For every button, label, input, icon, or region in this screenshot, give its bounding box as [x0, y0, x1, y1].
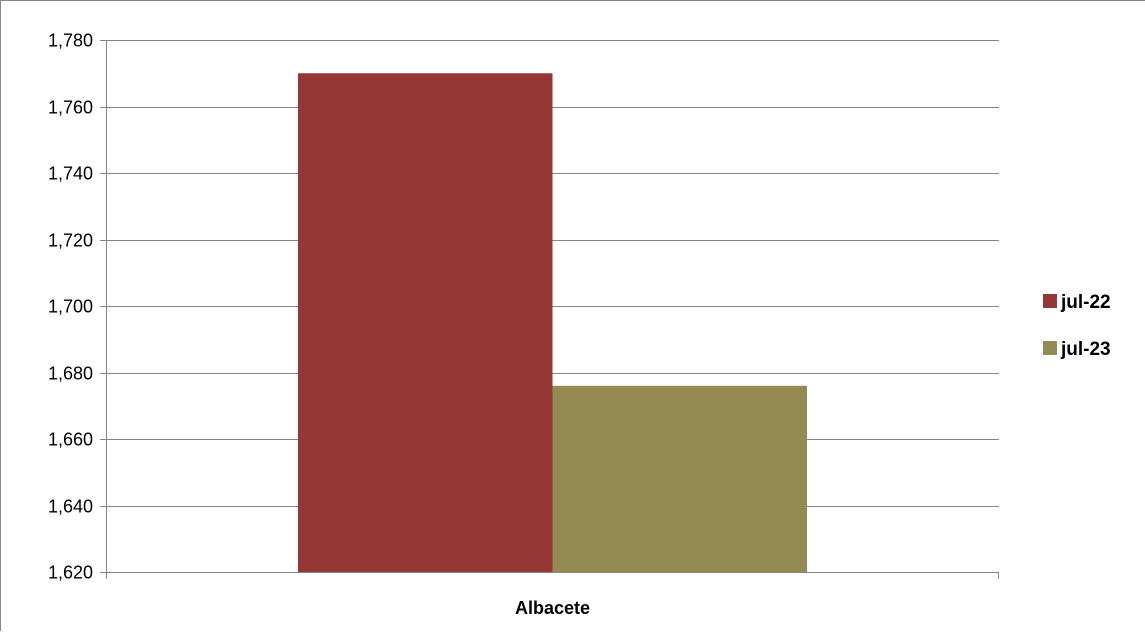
- legend-label-jul-23: jul-23: [1060, 339, 1111, 360]
- legend-label-jul-22: jul-22: [1060, 292, 1111, 313]
- y-tick-label: 1,620: [48, 563, 93, 583]
- bar-jul-22: [297, 73, 553, 572]
- y-tick-label: 1,660: [48, 430, 93, 450]
- axes: [100, 40, 999, 579]
- y-tick-label: 1,740: [48, 164, 93, 184]
- legend-swatch-jul-22: [1043, 294, 1057, 308]
- legend: jul-22 jul-23: [1043, 292, 1111, 360]
- bars: [297, 73, 808, 572]
- legend-swatch-jul-23: [1043, 341, 1057, 355]
- y-tick-label: 1,640: [48, 497, 93, 517]
- y-tick-label: 1,700: [48, 297, 93, 317]
- y-tick-label: 1,720: [48, 231, 93, 251]
- x-category-labels: Albacete: [515, 598, 590, 618]
- y-tick-label: 1,780: [48, 31, 93, 51]
- y-tick-labels: 1,620 1,640 1,660 1,680 1,700 1,720 1,740 1,760…: [48, 31, 93, 583]
- y-tick-label: 1,680: [48, 364, 93, 384]
- y-tick-label: 1,760: [48, 98, 93, 118]
- x-category-label: Albacete: [515, 598, 590, 618]
- bar-jul-23: [552, 385, 808, 572]
